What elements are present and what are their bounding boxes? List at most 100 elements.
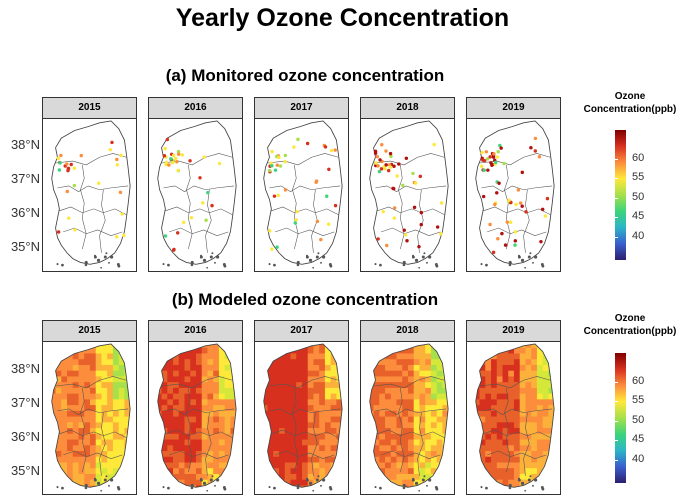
ozone-grid-cell [118, 473, 125, 481]
ozone-grid-cell [219, 491, 225, 495]
ozone-grid-cell [536, 462, 544, 469]
ozone-grid-cell [442, 405, 449, 412]
ozone-grid-cell [525, 462, 532, 469]
ozone-grid-cell [508, 445, 515, 452]
island [268, 486, 271, 489]
ozone-grid-cell [407, 428, 415, 435]
ozone-grid-cell [319, 439, 326, 446]
ozone-grid-cell [436, 428, 443, 435]
ozone-grid-cell [178, 343, 185, 349]
ozone-grid-cell [55, 451, 62, 458]
province-boundary [63, 450, 123, 459]
ozone-grid-cell [519, 451, 526, 458]
province-boundary [398, 164, 405, 250]
monitoring-station [167, 163, 171, 167]
ozone-grid-cell [279, 445, 286, 452]
ozone-grid-cell [391, 491, 397, 495]
ozone-grid-cell [485, 399, 492, 406]
ozone-grid-cell [519, 364, 526, 372]
ozone-grid-cell [513, 428, 521, 435]
ozone-grid-cell [402, 422, 409, 429]
ozone-grid-cell [385, 399, 392, 406]
ozone-grid-cell [161, 468, 168, 475]
ozone-grid-cell [485, 422, 492, 429]
year-strip: 2018 [360, 320, 455, 342]
year-strip: 2016 [148, 320, 243, 342]
ozone-grid-cell [112, 433, 120, 441]
ozone-grid-cell [407, 399, 415, 406]
ozone-grid-cell [263, 359, 269, 366]
ozone-grid-cell [195, 456, 203, 463]
ozone-grid-cell [236, 440, 242, 446]
ozone-grid-cell [385, 422, 392, 429]
ozone-grid-cell [263, 468, 269, 475]
ozone-grid-cell [402, 491, 408, 495]
ozone-grid-cell [324, 359, 332, 366]
ozone-grid-cell [485, 364, 492, 372]
ozone-grid-cell [284, 359, 291, 366]
ozone-grid-cell [207, 445, 214, 452]
ozone-grid-cell [342, 348, 348, 354]
ozone-grid-cell [218, 416, 226, 423]
ozone-grid-cell [84, 468, 91, 475]
ozone-grid-cell [536, 347, 544, 354]
ozone-grid-cell [150, 440, 156, 446]
ozone-grid-cell [150, 371, 156, 377]
ozone-grid-cell [425, 445, 432, 452]
ozone-grid-cell [402, 468, 409, 475]
monitoring-station [189, 215, 194, 220]
ozone-grid-cell [284, 439, 291, 446]
ozone-grid-cell [430, 370, 438, 377]
monitoring-station [491, 250, 496, 255]
province-boundary [481, 185, 553, 193]
ozone-grid-cell [342, 394, 348, 400]
ozone-grid-cell [44, 474, 50, 480]
ozone-grid-cell [95, 393, 102, 400]
ozone-grid-cell [331, 491, 337, 495]
ozone-grid-cell [491, 433, 498, 441]
ozone-grid-cell [336, 479, 343, 486]
ozone-grid-cell [224, 473, 231, 481]
ozone-grid-cell [61, 364, 68, 372]
ozone-grid-cell [307, 359, 314, 366]
ozone-grid-cell [130, 405, 136, 411]
ozone-grid-cell [296, 433, 303, 441]
ozone-grid-cell [468, 365, 474, 371]
ozone-grid-cell [554, 348, 560, 354]
ozone-grid-cell [256, 417, 262, 423]
monitoring-station [397, 162, 401, 166]
ozone-grid-cell [324, 382, 332, 389]
island [328, 486, 332, 489]
ozone-grid-cell [51, 364, 57, 372]
ozone-grid-cell [513, 473, 521, 481]
ozone-grid-cell [195, 353, 203, 360]
ozone-grid-cell [548, 439, 555, 446]
ozone-grid-cell [396, 399, 403, 406]
monitoring-station [497, 181, 501, 185]
ozone-grid-cell [436, 399, 443, 406]
ozone-grid-cell [554, 468, 560, 474]
ozone-grid-cell [413, 359, 420, 366]
ozone-grid-cell [362, 342, 368, 348]
ozone-grid-cell [448, 405, 454, 411]
ozone-grid-cell [157, 393, 163, 400]
ozone-grid-cell [178, 485, 185, 488]
ozone-grid-cell [150, 422, 156, 428]
province-boundary [59, 429, 127, 438]
ozone-grid-cell [369, 376, 375, 383]
ozone-grid-cell [67, 359, 74, 366]
ozone-grid-cell [173, 422, 180, 429]
ozone-grid-cell [436, 376, 443, 383]
ozone-grid-cell [496, 416, 503, 423]
ozone-grid-cell [213, 382, 220, 389]
ozone-grid-cell [290, 451, 297, 458]
ozone-grid-cell [167, 353, 174, 360]
ozone-grid-cell [130, 359, 136, 365]
monitoring-station [383, 166, 387, 171]
ozone-grid-cell [313, 393, 320, 400]
ozone-grid-cell [51, 456, 57, 463]
ozone-grid-cell [89, 382, 97, 389]
monitoring-station [505, 220, 510, 224]
ozone-grid-cell [324, 433, 332, 441]
ozone-grid-cell [89, 468, 97, 475]
